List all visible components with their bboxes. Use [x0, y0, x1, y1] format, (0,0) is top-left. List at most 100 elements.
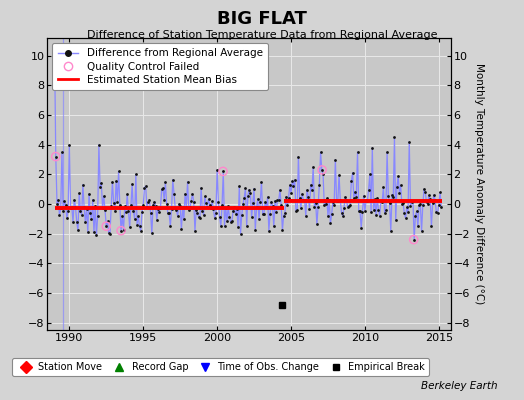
Point	[219, 168, 227, 175]
Point	[79, 181, 87, 188]
Point	[422, 199, 431, 206]
Point	[275, 197, 283, 204]
Point	[313, 221, 321, 228]
Point	[367, 209, 375, 215]
Point	[429, 200, 437, 206]
Point	[341, 194, 350, 200]
Point	[340, 204, 348, 211]
Point	[224, 203, 233, 210]
Point	[279, 213, 288, 219]
Point	[108, 179, 117, 185]
Point	[398, 201, 406, 207]
Point	[159, 185, 167, 191]
Point	[123, 191, 132, 198]
Point	[145, 196, 154, 203]
Point	[388, 192, 396, 198]
Point	[264, 194, 272, 200]
Point	[432, 209, 441, 216]
Point	[177, 226, 185, 232]
Point	[84, 228, 92, 235]
Point	[324, 213, 332, 219]
Point	[112, 178, 121, 184]
Point	[387, 228, 395, 234]
Legend: Station Move, Record Gap, Time of Obs. Change, Empirical Break: Station Move, Record Gap, Time of Obs. C…	[12, 358, 429, 376]
Point	[391, 217, 400, 224]
Point	[412, 208, 421, 215]
Point	[91, 203, 100, 209]
Point	[350, 195, 358, 201]
Point	[256, 198, 265, 205]
Point	[281, 210, 289, 216]
Point	[405, 138, 413, 145]
Point	[358, 209, 367, 216]
Point	[320, 201, 329, 208]
Text: BIG FLAT: BIG FLAT	[217, 10, 307, 28]
Point	[241, 185, 249, 192]
Point	[352, 194, 361, 200]
Point	[151, 203, 160, 209]
Point	[402, 204, 411, 211]
Point	[326, 220, 335, 227]
Point	[82, 206, 91, 212]
Point	[418, 228, 426, 234]
Point	[416, 201, 424, 207]
Point	[419, 202, 427, 208]
Point	[67, 204, 75, 211]
Point	[276, 187, 284, 193]
Point	[376, 213, 384, 219]
Point	[100, 193, 108, 199]
Point	[269, 223, 278, 230]
Point	[328, 211, 336, 217]
Point	[420, 186, 428, 192]
Point	[121, 203, 129, 210]
Point	[304, 194, 312, 200]
Point	[370, 196, 379, 202]
Point	[318, 167, 326, 173]
Point	[54, 196, 62, 203]
Point	[58, 149, 66, 155]
Point	[128, 181, 136, 188]
Point	[65, 142, 73, 148]
Point	[294, 153, 302, 160]
Point	[213, 167, 221, 173]
Point	[318, 167, 326, 173]
Point	[285, 195, 293, 201]
Point	[197, 185, 205, 191]
Point	[116, 202, 124, 208]
Point	[212, 210, 220, 216]
Point	[214, 199, 223, 205]
Point	[207, 205, 215, 211]
Point	[323, 195, 331, 202]
Point	[423, 200, 432, 207]
Point	[331, 156, 340, 163]
Point	[184, 207, 193, 213]
Point	[171, 205, 179, 211]
Point	[265, 228, 273, 234]
Point	[93, 213, 102, 220]
Point	[102, 223, 111, 230]
Point	[249, 200, 257, 207]
Point	[347, 178, 356, 184]
Point	[89, 196, 97, 203]
Point	[63, 215, 71, 221]
Point	[300, 196, 309, 203]
Point	[433, 210, 442, 216]
Point	[127, 202, 135, 208]
Point	[88, 216, 96, 222]
Point	[236, 230, 245, 237]
Point	[260, 210, 268, 217]
Point	[286, 182, 294, 188]
Point	[51, 153, 60, 160]
Point	[359, 192, 368, 199]
Point	[222, 205, 230, 211]
Point	[51, 153, 60, 160]
Point	[71, 204, 80, 210]
Point	[289, 183, 298, 190]
Point	[357, 224, 365, 231]
Point	[253, 204, 261, 210]
Point	[310, 203, 319, 210]
Point	[209, 206, 217, 212]
Point	[53, 200, 61, 207]
Point	[411, 212, 420, 219]
Point	[198, 208, 206, 214]
